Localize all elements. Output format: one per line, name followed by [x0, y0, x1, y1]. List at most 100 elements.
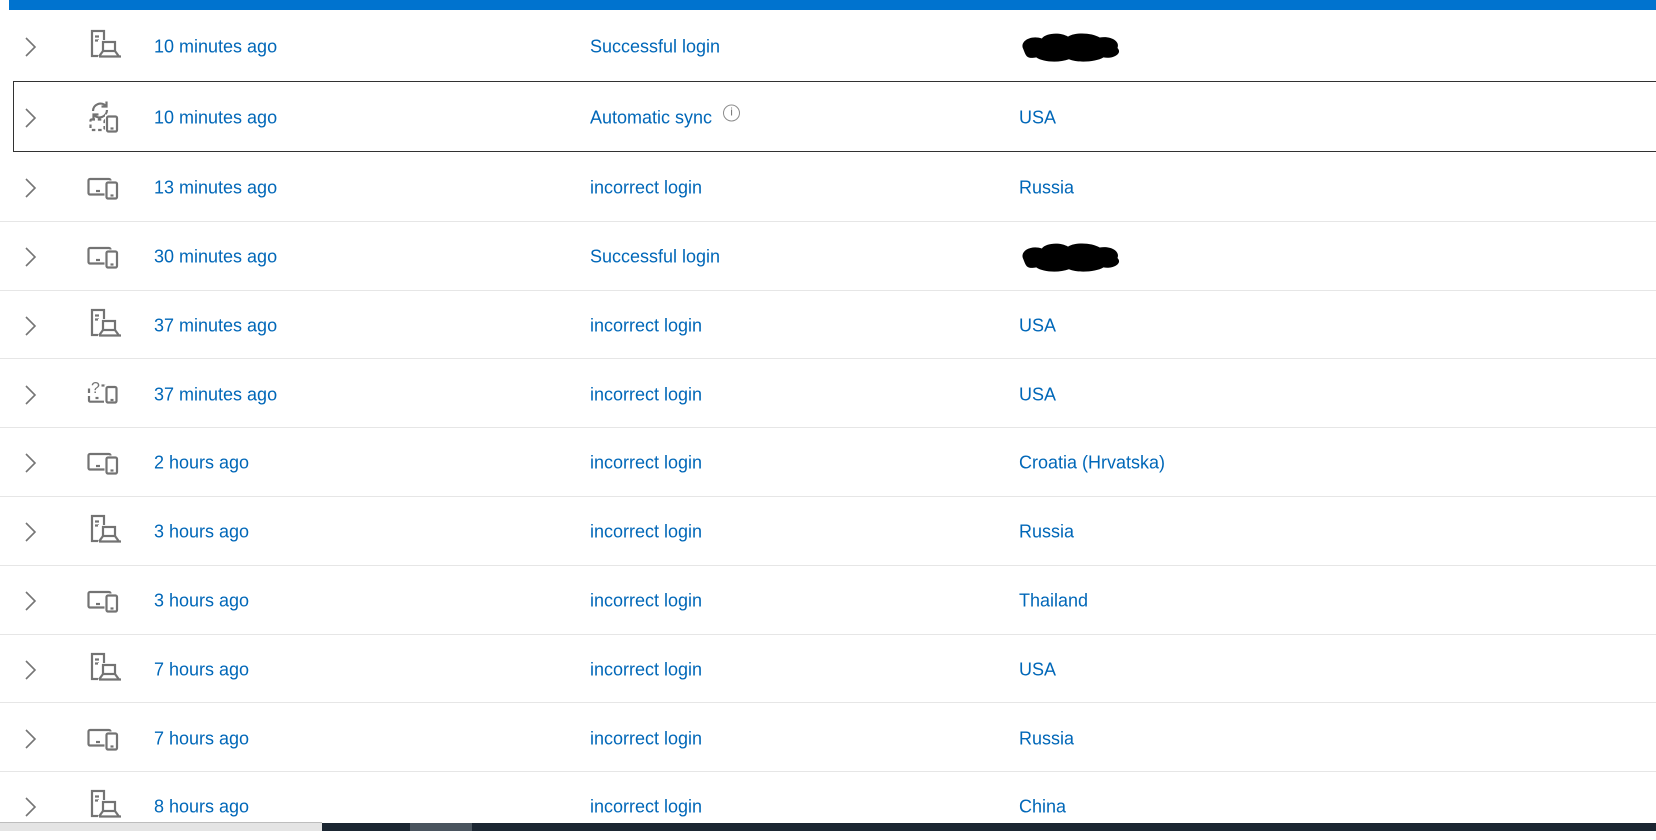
- activity-type: incorrect login: [590, 521, 703, 542]
- activity-location: Russia: [1019, 728, 1075, 749]
- activity-type-cell: incorrect login: [590, 728, 702, 749]
- expand-chevron-icon[interactable]: [22, 384, 40, 406]
- scrollbar-track-edge: [0, 822, 322, 831]
- activity-location-cell: USA: [1019, 107, 1056, 128]
- activity-type-cell: incorrect login: [590, 659, 702, 680]
- tablet-phone-icon: [83, 581, 123, 621]
- activity-type: incorrect login: [590, 315, 703, 336]
- redacted-location-scribble: [1022, 33, 1120, 62]
- desktop-laptop-icon: [83, 650, 123, 690]
- activity-type-cell: incorrect login: [590, 797, 702, 818]
- sync-phone-icon: [83, 98, 123, 138]
- activity-type: incorrect login: [590, 177, 703, 198]
- activity-row[interactable]: 37 minutes ago incorrect login USA: [0, 358, 1656, 428]
- activity-location: Russia: [1019, 521, 1075, 542]
- activity-type: incorrect login: [590, 796, 703, 817]
- activity-location-cell: Russia: [1019, 522, 1074, 543]
- taskbar-edge-segment: [410, 823, 472, 831]
- activity-row[interactable]: 10 minutes ago Automatic sync i USA: [0, 81, 1656, 152]
- activity-type-cell: Automatic sync i: [590, 104, 741, 128]
- activity-type: incorrect login: [590, 384, 703, 405]
- activity-location-cell: USA: [1019, 659, 1056, 680]
- activity-location: Thailand: [1019, 590, 1089, 611]
- desktop-laptop-icon: [83, 306, 123, 346]
- activity-type: Automatic sync: [590, 107, 713, 128]
- activity-location-cell: USA: [1019, 315, 1056, 336]
- activity-location-cell: China: [1019, 797, 1066, 818]
- tablet-phone-icon: [83, 237, 123, 277]
- activity-row[interactable]: 13 minutes ago incorrect login Russia: [0, 152, 1656, 221]
- activity-location-cell: [1019, 240, 1124, 274]
- activity-location: Russia: [1019, 177, 1075, 198]
- activity-type: Successful login: [590, 36, 721, 57]
- activity-row[interactable]: 37 minutes ago incorrect login USA: [0, 289, 1656, 359]
- activity-row[interactable]: 10 minutes ago Successful login: [0, 10, 1656, 81]
- activity-list: 10 minutes ago Successful login 10 minut…: [0, 10, 1656, 840]
- activity-type: incorrect login: [590, 590, 703, 611]
- activity-type-cell: incorrect login: [590, 453, 702, 474]
- activity-type-cell: Successful login: [590, 36, 720, 57]
- activity-location-cell: Russia: [1019, 177, 1074, 198]
- expand-chevron-icon[interactable]: [22, 659, 40, 681]
- activity-time: 8 hours ago: [154, 796, 250, 817]
- activity-type: Successful login: [590, 246, 721, 267]
- activity-type-cell: incorrect login: [590, 384, 702, 405]
- activity-time: 10 minutes ago: [154, 36, 278, 57]
- expand-chevron-icon[interactable]: [22, 107, 40, 129]
- activity-type-cell: incorrect login: [590, 315, 702, 336]
- activity-time: 7 hours ago: [154, 659, 250, 680]
- activity-location: USA: [1019, 315, 1057, 336]
- activity-location-cell: Thailand: [1019, 591, 1088, 612]
- activity-time: 37 minutes ago: [154, 315, 278, 336]
- expand-chevron-icon[interactable]: [22, 728, 40, 750]
- activity-location-cell: USA: [1019, 384, 1056, 405]
- activity-type-cell: incorrect login: [590, 591, 702, 612]
- activity-location: Croatia (Hrvatska): [1019, 452, 1166, 473]
- desktop-laptop-icon: [83, 512, 123, 552]
- activity-type-cell: incorrect login: [590, 177, 702, 198]
- expand-chevron-icon[interactable]: [22, 590, 40, 612]
- activity-row[interactable]: 3 hours ago incorrect login Russia: [0, 495, 1656, 565]
- tablet-phone-icon: [83, 719, 123, 759]
- activity-time: 37 minutes ago: [154, 384, 278, 405]
- expand-chevron-icon[interactable]: [22, 796, 40, 818]
- activity-location-cell: [1019, 30, 1124, 64]
- activity-row[interactable]: 3 hours ago incorrect login Thailand: [0, 564, 1656, 634]
- activity-time: 7 hours ago: [154, 728, 250, 749]
- top-accent-bar: [9, 0, 1656, 10]
- taskbar-edge: [322, 823, 1656, 831]
- activity-time: 3 hours ago: [154, 590, 250, 611]
- activity-location-cell: Russia: [1019, 728, 1074, 749]
- activity-location: USA: [1019, 384, 1057, 405]
- activity-location: USA: [1019, 659, 1057, 680]
- activity-type-cell: incorrect login: [590, 522, 702, 543]
- tablet-phone-icon: [83, 443, 123, 483]
- activity-time: 3 hours ago: [154, 521, 250, 542]
- activity-time: 2 hours ago: [154, 452, 250, 473]
- desktop-laptop-icon: [83, 27, 123, 67]
- activity-location: China: [1019, 796, 1067, 817]
- activity-time: 10 minutes ago: [154, 107, 278, 128]
- activity-row[interactable]: 7 hours ago incorrect login USA: [0, 633, 1656, 703]
- expand-chevron-icon[interactable]: [22, 315, 40, 337]
- activity-time: 30 minutes ago: [154, 246, 278, 267]
- expand-chevron-icon[interactable]: [22, 36, 40, 58]
- expand-chevron-icon[interactable]: [22, 177, 40, 199]
- activity-location: USA: [1019, 107, 1057, 128]
- expand-chevron-icon[interactable]: [22, 452, 40, 474]
- activity-type-cell: Successful login: [590, 247, 720, 268]
- expand-chevron-icon[interactable]: [22, 246, 40, 268]
- activity-type: incorrect login: [590, 452, 703, 473]
- activity-row[interactable]: 7 hours ago incorrect login Russia: [0, 702, 1656, 772]
- activity-type: incorrect login: [590, 659, 703, 680]
- tablet-phone-icon: [83, 168, 123, 208]
- info-icon[interactable]: i: [723, 104, 741, 122]
- expand-chevron-icon[interactable]: [22, 521, 40, 543]
- unknown-phone-icon: [83, 375, 123, 415]
- bottom-edge-strip: [0, 822, 1656, 831]
- activity-row[interactable]: 2 hours ago incorrect login Croatia (Hrv…: [0, 427, 1656, 496]
- activity-time: 13 minutes ago: [154, 177, 278, 198]
- activity-row[interactable]: 30 minutes ago Successful login: [0, 220, 1656, 290]
- activity-type: incorrect login: [590, 728, 703, 749]
- redacted-location-scribble: [1022, 243, 1120, 272]
